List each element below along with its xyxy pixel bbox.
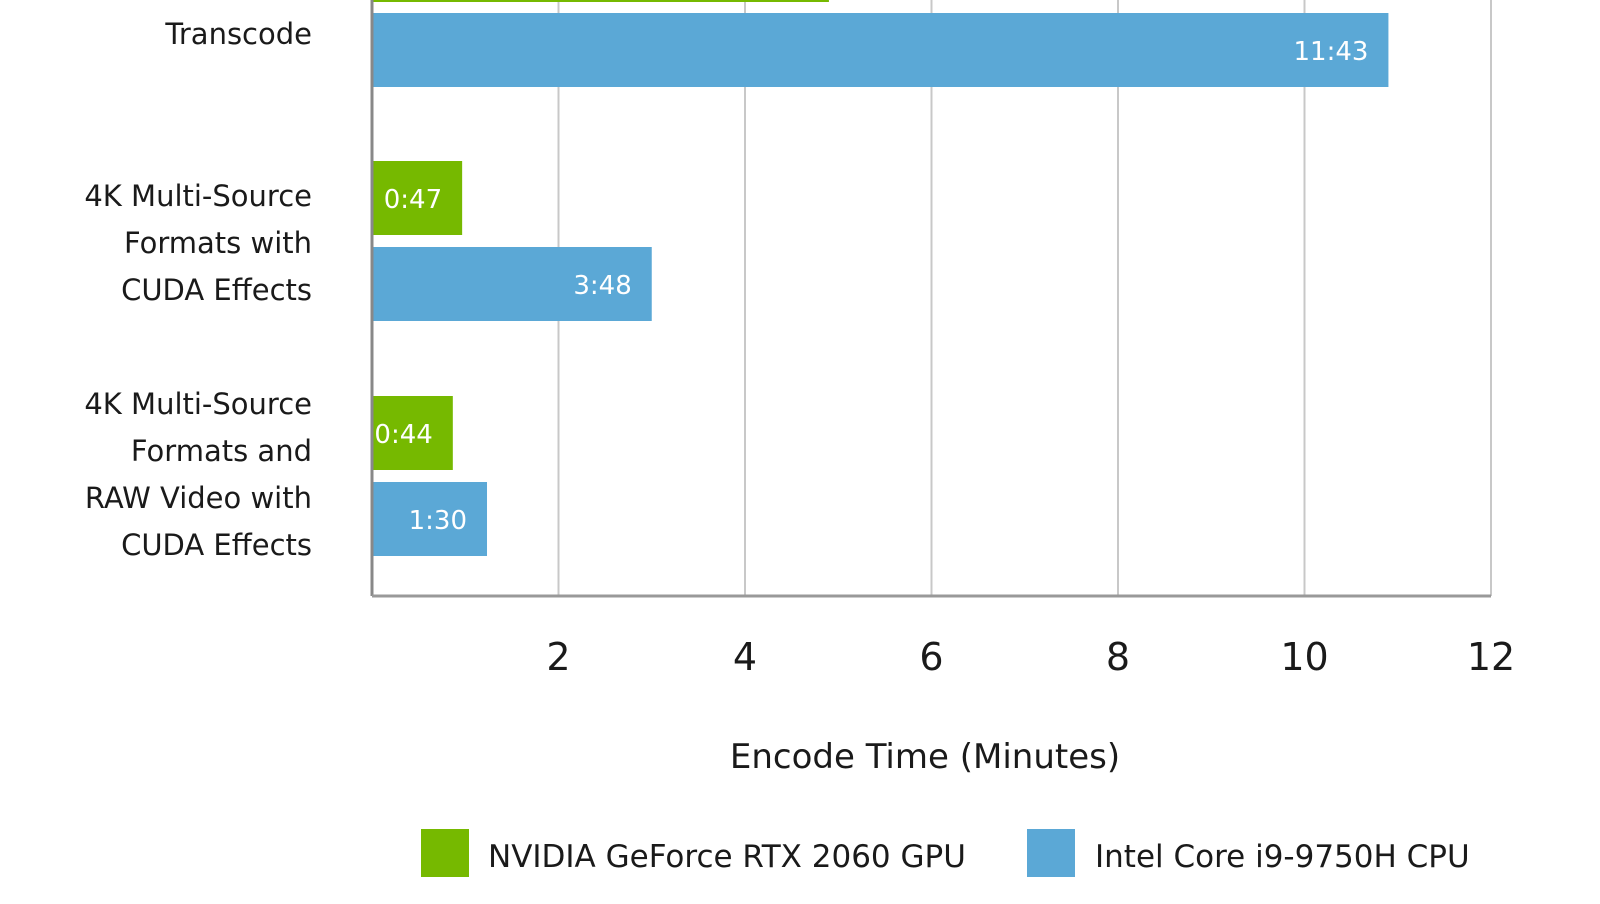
bar-gpu-0 xyxy=(372,0,829,2)
legend: NVIDIA GeForce RTX 2060 GPU Intel Core i9… xyxy=(421,829,1470,877)
category-label-line: CUDA Effects xyxy=(121,528,312,562)
axes: 2 4 6 8 10 12 xyxy=(370,0,1515,679)
category-label-line: 4K Multi-Source xyxy=(84,179,312,213)
gridlines xyxy=(557,0,1492,596)
bar-value-label: 0:47 xyxy=(384,185,442,215)
bar-value-label: 1:30 xyxy=(409,506,467,536)
category-label-line: RAW Video with xyxy=(85,481,312,515)
category-labels: Transcode 4K Multi-Source Formats with CUDA… xyxy=(84,17,312,562)
bar-value-label: 11:43 xyxy=(1293,37,1368,67)
category-label-line: Formats and xyxy=(131,434,312,468)
legend-label-gpu: NVIDIA GeForce RTX 2060 GPU xyxy=(488,839,966,875)
category-label-line: Transcode xyxy=(164,17,312,51)
bar-cpu-2 xyxy=(372,482,488,556)
legend-label-cpu: Intel Core i9-9750H CPU xyxy=(1095,839,1470,875)
bar-gpu-1 xyxy=(372,161,463,235)
bar-value-label: 3:48 xyxy=(573,271,631,301)
x-tick-label: 4 xyxy=(733,635,757,679)
category-label-line: CUDA Effects xyxy=(121,273,312,307)
x-tick-label: 8 xyxy=(1106,635,1130,679)
bars: 11:43 0:47 3:48 0:44 1:30 xyxy=(372,0,1389,556)
bar-value-label: 0:44 xyxy=(374,420,432,450)
legend-swatch-cpu xyxy=(1027,829,1075,877)
x-tick-label: 10 xyxy=(1280,635,1328,679)
x-tick-label: 2 xyxy=(546,635,570,679)
bar-cpu-0 xyxy=(372,13,1389,87)
category-label-line: 4K Multi-Source xyxy=(84,387,312,421)
x-tick-label: 6 xyxy=(919,635,943,679)
bar-gpu-2 xyxy=(372,396,453,470)
x-axis-title: Encode Time (Minutes) xyxy=(730,737,1120,777)
bar-cpu-1 xyxy=(372,247,652,321)
category-label-line: Formats with xyxy=(124,226,312,260)
x-tick-label: 12 xyxy=(1467,635,1515,679)
legend-swatch-gpu xyxy=(421,829,469,877)
